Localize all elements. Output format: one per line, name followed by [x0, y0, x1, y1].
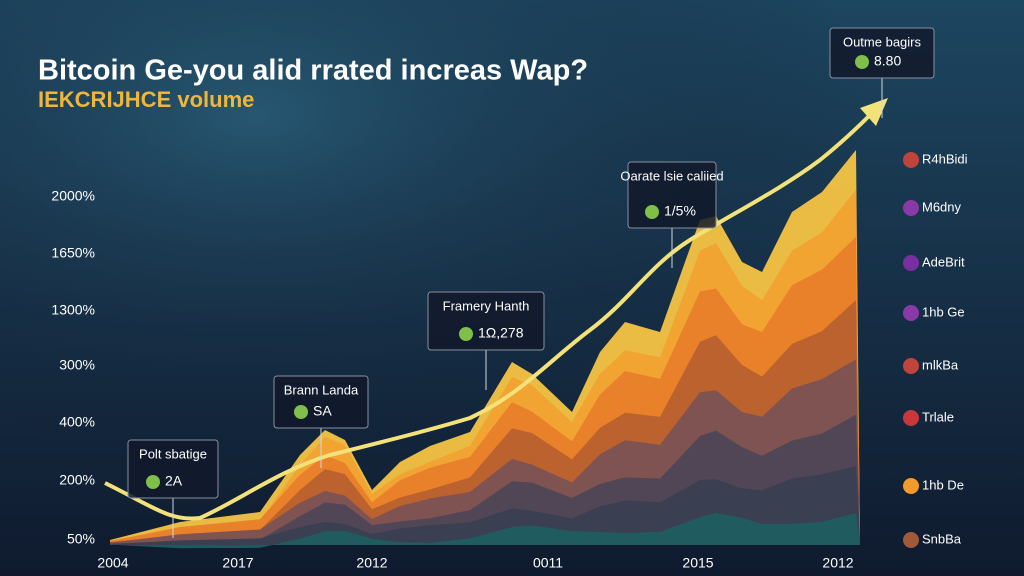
y-tick-label: 1300%	[51, 302, 95, 318]
legend-label: SnbBa	[922, 531, 962, 546]
annotation-icon	[855, 55, 869, 69]
annotation-value: 1/5%	[664, 203, 696, 219]
annotation-title: Brann Landa	[284, 382, 359, 397]
annotation-value: 8.80	[874, 53, 901, 69]
legend-swatch	[903, 255, 919, 271]
trend-arrow	[860, 98, 888, 126]
legend-swatch	[903, 532, 919, 548]
annotation-icon	[146, 475, 160, 489]
annotation-value: 1Ω,278	[478, 325, 524, 341]
y-tick-label: 50%	[67, 531, 95, 547]
annotation-title: Framery Hanth	[443, 298, 530, 313]
legend-label: mlkBa	[922, 357, 959, 372]
x-tick-label: 2012	[822, 555, 853, 571]
title: Bitcoin Ge-you alid rrated increas Wap?	[38, 55, 588, 87]
x-tick-label: 2017	[222, 555, 253, 571]
legend-label: M6dny	[922, 199, 962, 214]
legend-swatch	[903, 478, 919, 494]
y-tick-label: 200%	[59, 472, 95, 488]
x-tick-label: 2012	[356, 555, 387, 571]
annotation-icon	[294, 405, 308, 419]
x-tick-label: 2015	[682, 555, 713, 571]
legend-swatch	[903, 200, 919, 216]
legend-label: 1hb De	[922, 477, 964, 492]
y-tick-label: 300%	[59, 357, 95, 373]
x-tick-label: 0011	[533, 555, 563, 571]
legend-swatch	[903, 410, 919, 426]
annotation-box	[427, 291, 545, 351]
legend-label: AdeBrit	[922, 254, 965, 269]
annotation-value: 2A	[165, 473, 183, 489]
y-tick-label: 400%	[59, 414, 95, 430]
legend-label: 1hb Ge	[922, 304, 965, 319]
annotation-title: Polt sbatige	[139, 446, 207, 461]
legend-label: R4hBidi	[922, 151, 968, 166]
trend-line	[104, 113, 872, 521]
legend-swatch	[903, 152, 919, 168]
y-tick-label: 1650%	[51, 245, 95, 261]
area-layer	[110, 466, 860, 545]
y-tick-label: 2000%	[51, 188, 95, 204]
stacked-areas	[110, 150, 860, 549]
annotation-title: Outme bagirs	[843, 34, 922, 49]
annotation-icon	[459, 327, 473, 341]
area-layer	[110, 512, 860, 549]
x-tick-label: 2004	[97, 555, 128, 571]
annotation-icon	[645, 205, 659, 219]
annotation-value: SA	[313, 403, 332, 419]
annotation-title: Oarate lsie caliied	[620, 168, 723, 183]
legend-label: Trlale	[922, 409, 954, 424]
subtitle: IEKCRIJHCE volume	[38, 87, 254, 112]
legend-swatch	[903, 358, 919, 374]
legend-swatch	[903, 305, 919, 321]
